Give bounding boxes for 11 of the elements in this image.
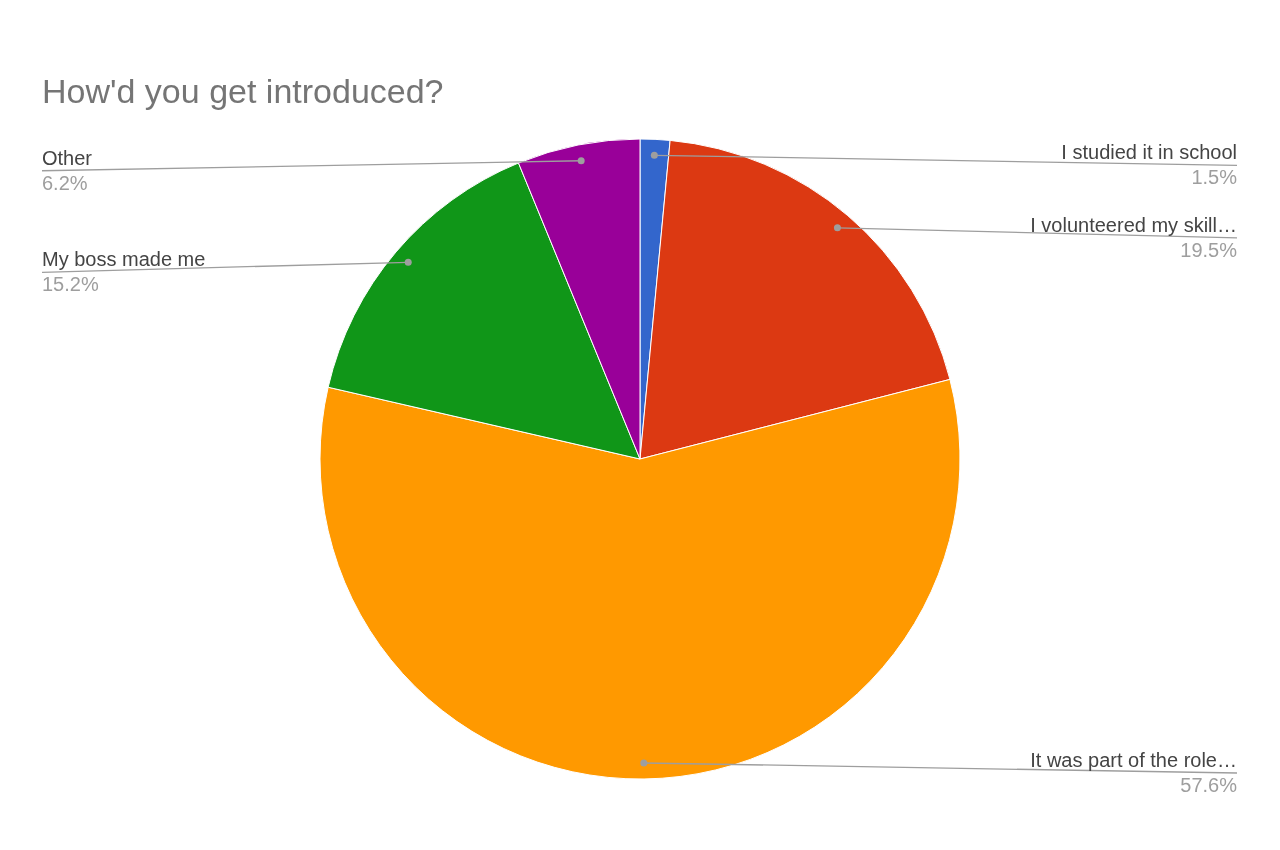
data-label: 6.2% (42, 171, 88, 194)
data-label: 1.5% (1191, 166, 1238, 189)
slice-label: My boss made me (42, 248, 206, 271)
slice-label: Other (42, 146, 93, 169)
chart-title: How'd you get introduced? (42, 72, 444, 110)
data-label: 57.6% (1180, 773, 1238, 796)
slice-label: I volunteered my skill… (1030, 213, 1237, 236)
slice-label: I studied it in school (1061, 141, 1237, 164)
slice-label: It was part of the role… (1030, 748, 1237, 771)
data-label: 15.2% (42, 273, 99, 296)
data-label: 19.5% (1180, 238, 1238, 261)
